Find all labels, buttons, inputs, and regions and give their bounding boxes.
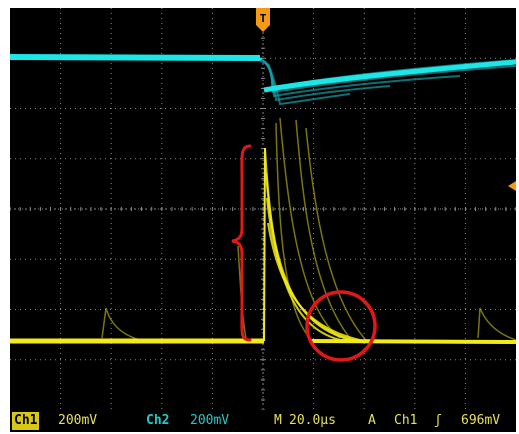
annotation-circle (305, 290, 377, 362)
ch2-trace-pre-trigger (10, 54, 261, 61)
trigger-slope-icon: ʃ (434, 413, 442, 428)
ch1-persistence-trace (477, 307, 516, 341)
ch1-persistence-trace (305, 127, 367, 341)
trigger-position-icon (256, 8, 270, 32)
ch1-decay-trace (267, 222, 371, 343)
ch2-scale: 200mV (190, 413, 230, 428)
status-bar: Ch1 200mV Ch2 200mV M 20.0µs A Ch1 ʃ 696… (10, 410, 516, 432)
ch2-trace-post-trigger (263, 59, 516, 93)
ch1-settled-trace (309, 339, 516, 344)
ch1-tag: Ch1 (12, 412, 40, 430)
trigger-level: 696mV (461, 413, 501, 428)
trigger-mode: A (368, 413, 376, 428)
annotation-curly-brace (231, 144, 252, 342)
waveform-screen: T (10, 8, 516, 410)
ch1-persistence-trace (279, 117, 341, 339)
trigger-marker-label: T (260, 12, 267, 25)
ch2-tag: Ch2 (146, 413, 170, 428)
trigger-source: Ch1 (394, 413, 418, 428)
ch1-decay-trace (264, 147, 516, 343)
ch1-persistence-trace (275, 122, 311, 339)
ch1-persistence-trace (295, 119, 351, 339)
ch1-persistence-trace (101, 307, 141, 341)
ch2-trace-edge (258, 57, 263, 61)
ch2-persistence-trace (267, 63, 351, 106)
timebase-prefix: M (274, 413, 282, 428)
ch1-scale: 200mV (58, 413, 98, 428)
trigger-level-arrow-icon (508, 181, 516, 191)
ch1-trigger-edge (263, 147, 266, 342)
waveform-canvas: T (10, 8, 516, 410)
timebase-value: 20.0µs (289, 413, 336, 428)
